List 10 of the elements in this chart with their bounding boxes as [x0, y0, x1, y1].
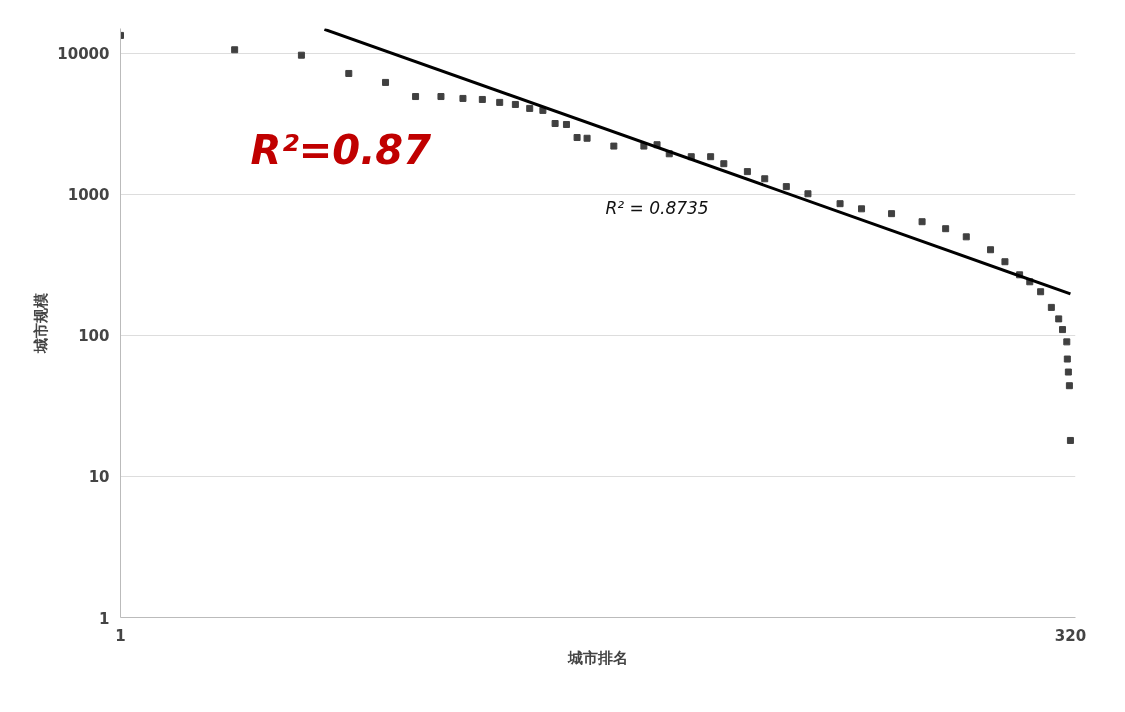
y-tick-label: 10000 — [57, 45, 110, 64]
y-axis-title: 城市规模 — [32, 292, 50, 354]
y-tick-label: 100 — [78, 327, 110, 346]
y-tick-label: 1000 — [67, 186, 110, 205]
y-tick-label: 1 — [99, 609, 110, 628]
annotation: R²=0.87 — [250, 126, 432, 173]
x-axis-title: 城市排名 — [567, 648, 628, 666]
x-tick-label: 320 — [1054, 626, 1087, 645]
annotation: R² = 0.8735 — [605, 197, 709, 218]
y-tick-label: 10 — [88, 468, 110, 487]
